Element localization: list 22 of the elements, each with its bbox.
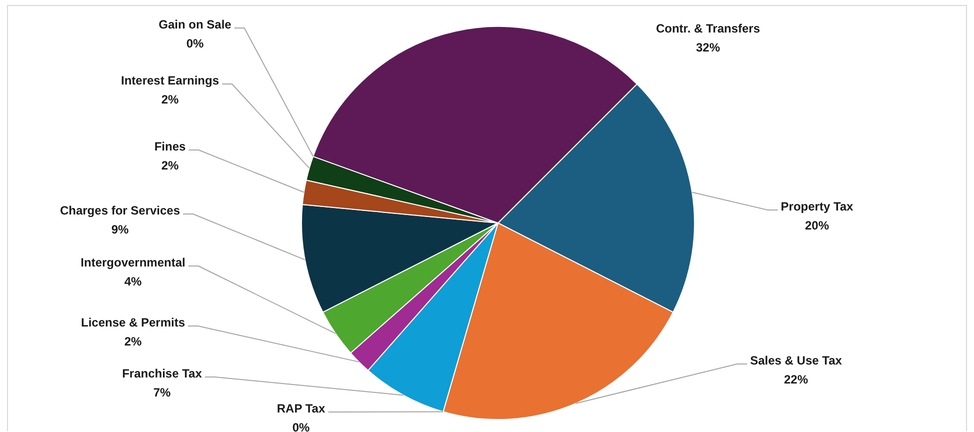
data-label: 32% [696,40,720,54]
text: 0% [186,36,204,50]
category-label: RAP Tax [276,401,326,416]
data-label: 2% [161,92,179,106]
slice-label: Property Tax [780,199,854,214]
data-label: 9% [111,222,129,236]
slice-label: Fines [154,139,186,154]
data-label: 2% [161,158,179,172]
slice-label: Franchise Tax [122,366,202,380]
data-label: 4% [124,274,142,288]
slice-label: License & Permits [80,315,186,330]
slice-label: Sales & Use Tax [750,353,842,368]
slice-label: Contr. & Transfers [656,21,760,36]
slice-label: Intergovernmental [80,255,186,270]
slice-label: Charges for Services [60,203,180,218]
data-label: 7% [153,385,171,400]
data-label: 2% [124,334,142,348]
data-label: 20% [804,218,830,232]
category-label: Gain on Sale [158,17,232,32]
slice-label: Interest Earnings [120,73,220,88]
data-label: 22% [784,372,808,386]
text: 0% [292,420,310,432]
